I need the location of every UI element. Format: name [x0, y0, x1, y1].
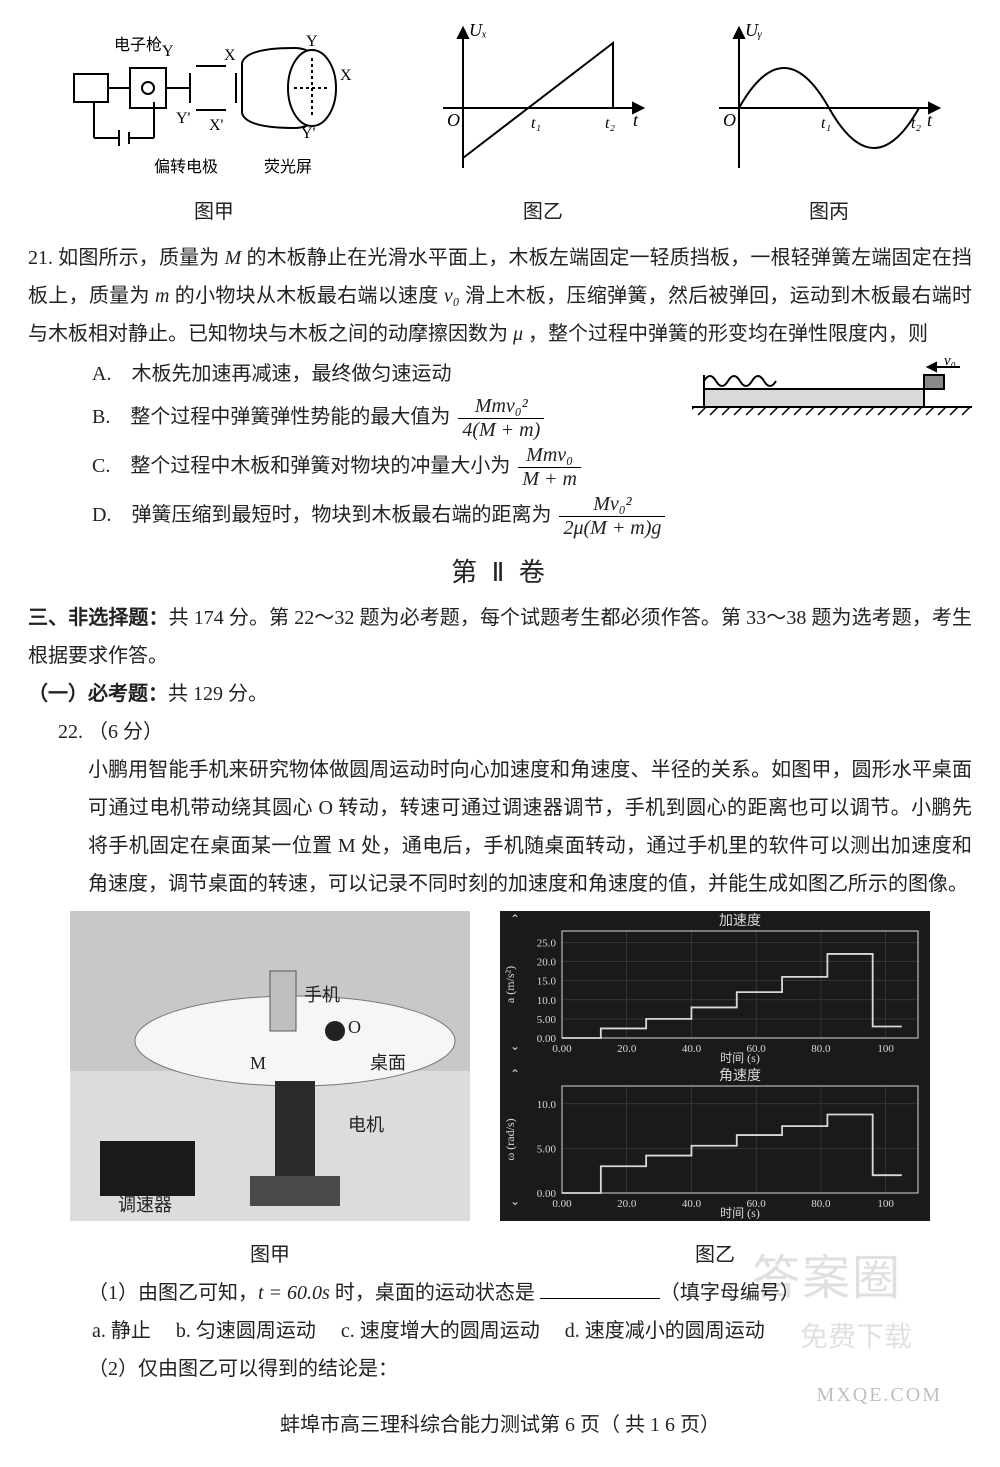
svg-text:⌃: ⌃: [510, 912, 520, 926]
q22-number: 22.: [58, 721, 83, 743]
svg-text:10.0: 10.0: [537, 1099, 557, 1111]
svg-text:25.0: 25.0: [537, 938, 557, 950]
q21-figure: v₀: [692, 357, 972, 430]
q22-figure-yi: 0.005.0010.015.020.025.00.0020.040.060.0…: [500, 911, 930, 1274]
svg-text:100: 100: [877, 1198, 894, 1210]
bing-xlabel: t: [927, 110, 933, 130]
label-Yp2: Y': [301, 125, 316, 142]
svg-text:5.00: 5.00: [537, 1144, 557, 1156]
watermark-text: 免费下载: [800, 1311, 912, 1364]
svg-text:20.0: 20.0: [617, 1043, 637, 1055]
svg-text:加速度: 加速度: [719, 913, 761, 929]
bing-ylabel: Uᵧ: [745, 20, 762, 40]
svg-text:手机: 手机: [304, 985, 340, 1005]
yi-xlabel: t: [633, 110, 639, 130]
figure-yi-svg: Uₓ t O t₁ t₂: [433, 18, 653, 178]
svg-text:v₀: v₀: [944, 357, 956, 369]
q22-para: 小鹏用智能手机来研究物体做圆周运动时向心加速度和角速度、半径的关系。如图甲，圆形…: [88, 751, 972, 903]
q21: 21. 如图所示，质量为 M 的木板静止在光滑水平面上，木板左端固定一轻质挡板，…: [28, 239, 972, 542]
q21-option-C: C. 整个过程中木板和弹簧对物块的冲量大小为 Mmv₀M + m: [92, 444, 972, 491]
yi-ylabel: Uₓ: [469, 20, 487, 40]
svg-text:a (m/s²): a (m/s²): [503, 966, 517, 1003]
svg-text:⌄: ⌄: [510, 1039, 520, 1053]
label-Y: Y: [162, 43, 174, 60]
label-X2: X: [340, 67, 352, 84]
svg-text:0.00: 0.00: [552, 1198, 572, 1210]
label-deflect: 偏转电极: [154, 158, 218, 176]
svg-text:20.0: 20.0: [617, 1198, 637, 1210]
svg-text:O: O: [447, 110, 460, 130]
figure-jia: 电子枪 Y Y' X X' 偏转电极 荧光屏 X Y Y' 图甲: [28, 18, 400, 231]
svg-text:0.00: 0.00: [552, 1043, 572, 1055]
q22-yi-svg: 0.005.0010.015.020.025.00.0020.040.060.0…: [500, 911, 930, 1221]
svg-text:角速度: 角速度: [719, 1068, 761, 1084]
svg-text:40.0: 40.0: [682, 1198, 702, 1210]
q22-jia-caption: 图甲: [70, 1236, 470, 1274]
watermark-url: MXQE.COM: [817, 1376, 942, 1414]
figure-yi: Uₓ t O t₁ t₂ 图乙: [400, 18, 686, 231]
svg-text:桌面: 桌面: [370, 1053, 406, 1073]
bing-t1: t₁: [821, 115, 831, 132]
svg-text:⌃: ⌃: [510, 1067, 520, 1081]
nonchoice-heading: 三、非选择题：共 174 分。第 22～32 题为必考题，每个试题考生都必须作答…: [28, 599, 972, 675]
q21-number: 21.: [28, 247, 53, 269]
svg-text:ω (rad/s): ω (rad/s): [503, 1119, 517, 1161]
label-Yp: Y': [176, 110, 191, 127]
svg-text:时间 (s): 时间 (s): [720, 1206, 760, 1220]
figure-bing: Uᵧ t O t₁ t₂ 图丙: [686, 18, 972, 231]
label-Y2: Y: [306, 33, 318, 50]
figure-jia-svg: 电子枪 Y Y' X X' 偏转电极 荧光屏 X Y Y': [64, 18, 364, 178]
svg-text:O: O: [348, 1017, 361, 1037]
label-screen: 荧光屏: [264, 158, 312, 176]
label-gun: 电子枪: [114, 36, 162, 54]
q22-points: （6 分）: [88, 721, 163, 743]
svg-text:M: M: [250, 1053, 266, 1073]
figure-bing-caption: 图丙: [686, 193, 972, 231]
top-figures-row: 电子枪 Y Y' X X' 偏转电极 荧光屏 X Y Y' 图甲 Uₓ t O: [28, 18, 972, 231]
svg-text:80.0: 80.0: [811, 1043, 831, 1055]
yi-t1: t₁: [531, 115, 541, 132]
yi-t2: t₂: [605, 115, 615, 132]
svg-text:电机: 电机: [348, 1115, 384, 1135]
q21-option-D: D. 弹簧压缩到最短时，物块到木板最右端的距离为 Mv₀²2μ(M + m)g: [92, 493, 972, 540]
svg-text:40.0: 40.0: [682, 1043, 702, 1055]
q22-figure-jia: 手机 O M 桌面 电机 调速器 图甲: [70, 911, 470, 1274]
figure-jia-caption: 图甲: [28, 193, 400, 231]
required-heading: （一）必考题：共 129 分。: [28, 675, 972, 713]
svg-text:100: 100: [877, 1043, 894, 1055]
svg-text:15.0: 15.0: [537, 976, 557, 988]
figure-bing-svg: Uᵧ t O t₁ t₂: [709, 18, 949, 178]
label-X: X: [224, 47, 236, 64]
label-Xp: X': [209, 117, 224, 134]
svg-text:⌄: ⌄: [510, 1194, 520, 1208]
blank-input[interactable]: [540, 1278, 660, 1299]
svg-text:80.0: 80.0: [811, 1198, 831, 1210]
svg-text:20.0: 20.0: [537, 957, 557, 969]
page-container: 电子枪 Y Y' X X' 偏转电极 荧光屏 X Y Y' 图甲 Uₓ t O: [28, 18, 972, 1444]
q22-figures: 手机 O M 桌面 电机 调速器 图甲 0.00 5.00 10.0 15.0 20.0…: [28, 911, 972, 1274]
svg-text:O: O: [723, 110, 736, 130]
svg-text:调速器: 调速器: [118, 1195, 172, 1215]
svg-text:10.0: 10.0: [537, 995, 557, 1007]
section-2-title: 第 Ⅱ 卷: [28, 548, 972, 597]
bing-t2: t₂: [911, 115, 921, 132]
figure-yi-caption: 图乙: [400, 193, 686, 231]
svg-text:5.00: 5.00: [537, 1014, 557, 1026]
svg-text:时间 (s): 时间 (s): [720, 1051, 760, 1065]
